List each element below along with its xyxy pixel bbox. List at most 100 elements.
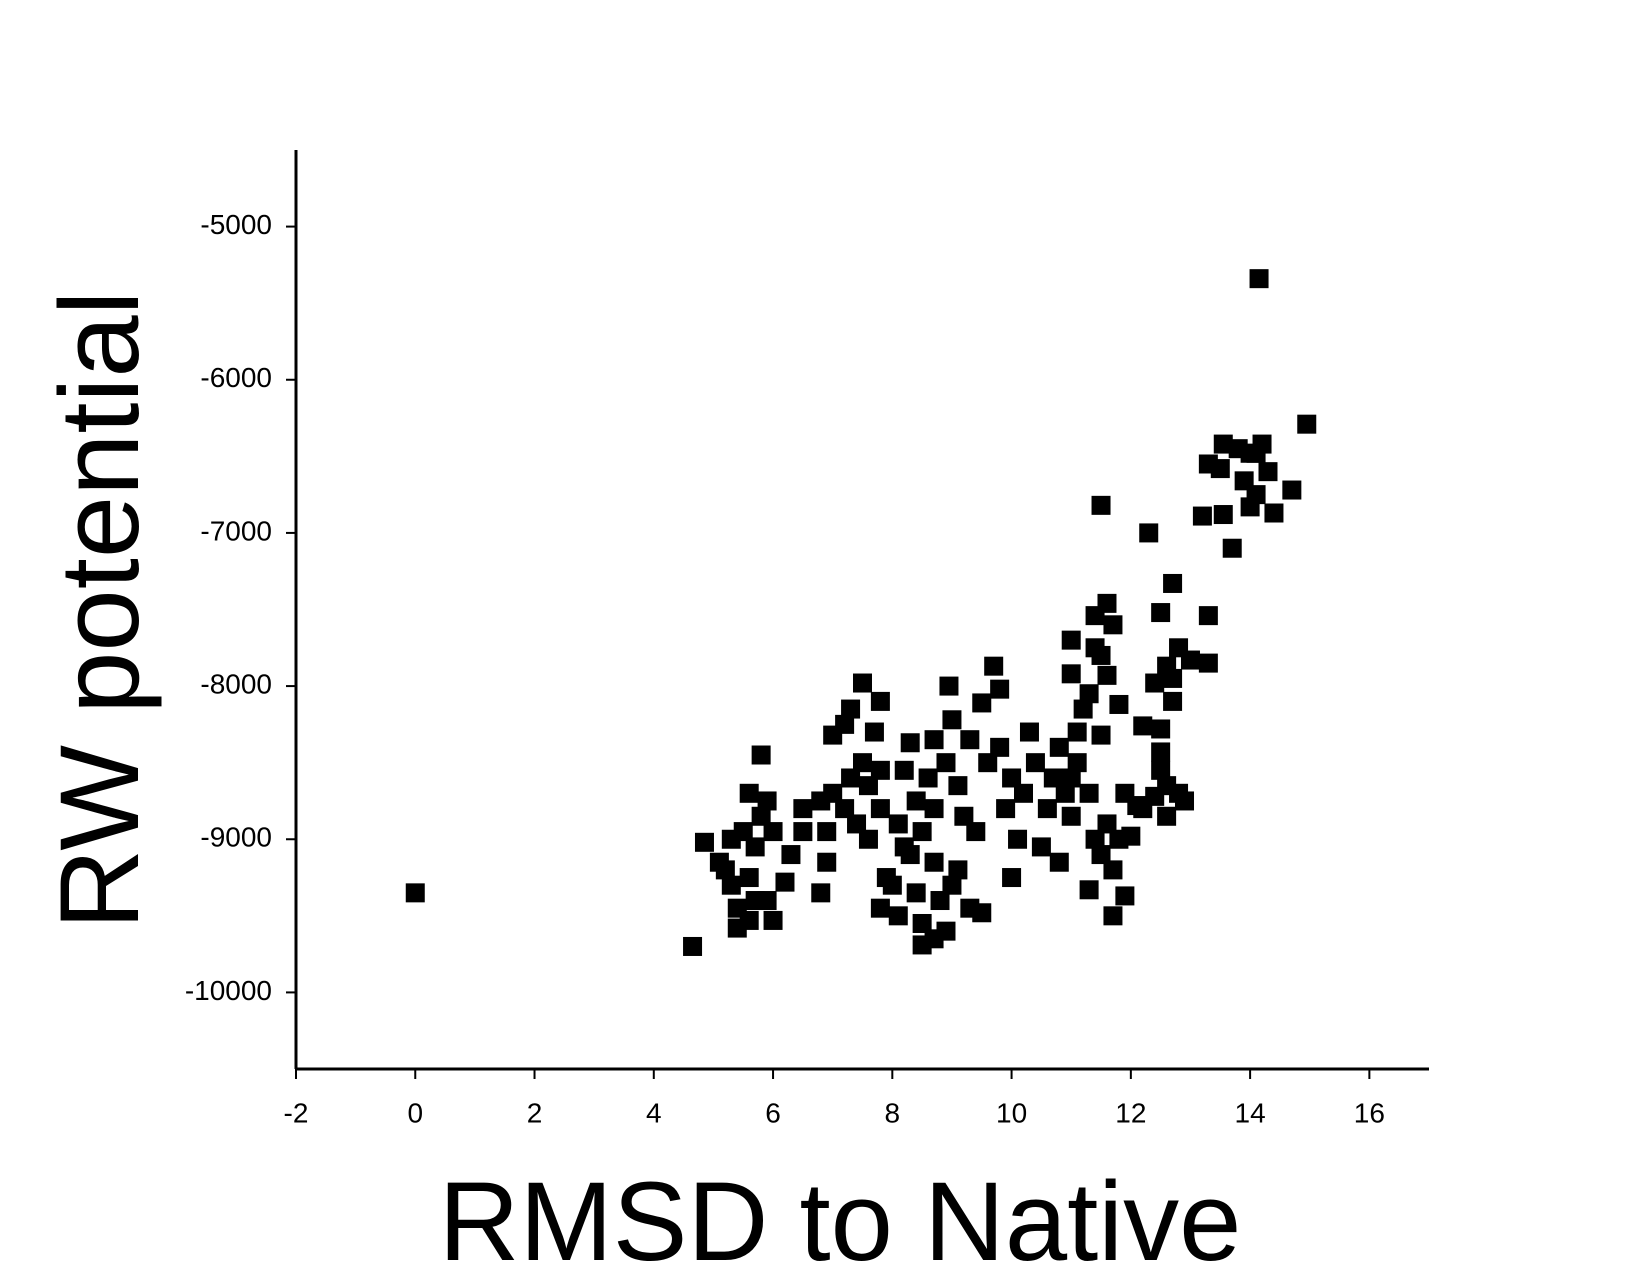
point [1103,615,1123,635]
y-tick-label: -5000 [200,209,272,240]
point [1139,523,1159,543]
point [1198,653,1218,673]
point [888,814,908,834]
point [924,730,944,750]
x-tick-label: 6 [765,1097,781,1128]
point [1249,269,1269,289]
x-tick-label: 16 [1354,1097,1385,1128]
point [858,776,878,796]
point [811,883,831,903]
y-tick-label: -6000 [200,362,272,393]
point [1127,796,1147,816]
x-tick-label: 12 [1115,1097,1146,1128]
point [694,832,714,852]
point [1037,799,1057,819]
point [1019,722,1039,742]
x-tick-label: 4 [646,1097,662,1128]
x-axis-title: RMSD to Native [439,1159,1242,1275]
x-tick-label: 8 [885,1097,901,1128]
point [1097,814,1117,834]
point [1133,716,1153,736]
point [1163,691,1183,711]
point [1121,826,1141,846]
x-tick-label: 0 [407,1097,423,1128]
point [939,676,959,696]
point [763,910,783,930]
point [972,693,992,713]
point [1079,783,1099,803]
point [853,753,872,773]
point [888,906,908,926]
y-tick-label: -9000 [200,822,272,853]
point [793,799,813,819]
point [757,791,777,811]
point [1210,459,1230,479]
y-axis-title: RW potential [37,290,162,929]
point [1258,462,1278,482]
point [1085,606,1105,626]
point [1109,694,1129,714]
point [942,710,962,730]
point [1002,768,1022,788]
point [906,791,926,811]
point [811,791,831,811]
x-tick-label: -2 [284,1097,309,1128]
point [864,722,884,742]
point [912,913,932,933]
point [763,822,783,842]
point [1282,480,1302,500]
point [876,868,896,888]
point [1297,414,1317,434]
point [972,903,992,923]
point [1151,742,1171,762]
y-tick-label: -7000 [200,515,272,546]
point [948,860,968,880]
point [1043,768,1063,788]
point [715,860,735,880]
point [775,872,795,892]
point [906,883,926,903]
point [978,753,998,773]
point [1246,443,1266,463]
point [1175,791,1195,811]
y-tick-label: -8000 [200,668,272,699]
point [894,837,914,857]
point [739,910,759,930]
point [870,691,890,711]
point [847,814,867,834]
point [996,799,1016,819]
point [954,806,974,826]
point [1151,760,1171,780]
x-tick-label: 10 [996,1097,1027,1128]
point [1055,783,1075,803]
x-tick-label: 14 [1235,1097,1266,1128]
point [757,891,777,911]
point [1163,668,1183,688]
point [745,837,765,857]
point [990,679,1010,699]
point [1213,434,1233,454]
point [1061,664,1081,684]
point [1067,753,1087,773]
point [1151,603,1171,623]
point [1103,860,1123,880]
point [751,745,771,765]
point [1115,886,1135,906]
point [1091,495,1111,515]
point [1049,737,1069,757]
point [1145,673,1165,693]
point [683,936,703,956]
point [781,845,801,865]
point [817,822,837,842]
point [817,852,837,872]
point [1213,505,1233,525]
point [942,875,962,895]
point [1079,880,1099,900]
point [1264,503,1284,523]
point [870,799,890,819]
point [966,822,986,842]
point [894,760,914,780]
point [739,868,759,888]
point [948,776,968,796]
